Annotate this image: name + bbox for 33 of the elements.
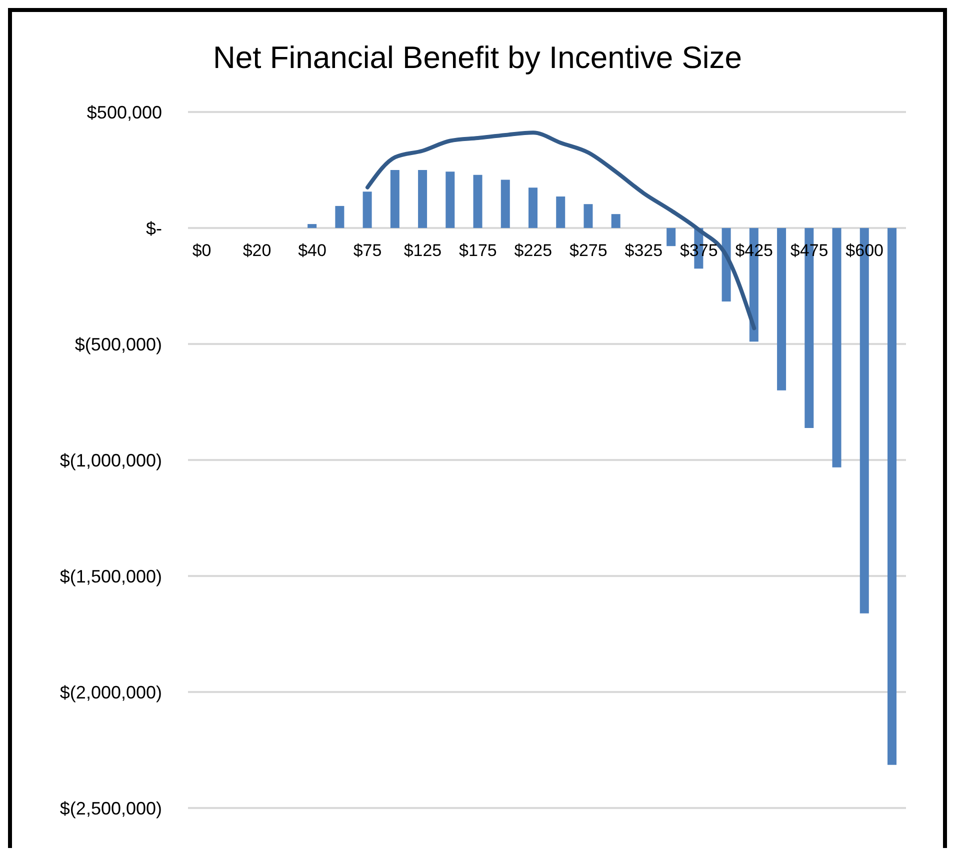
bar xyxy=(528,188,538,228)
bar xyxy=(308,224,317,228)
bar xyxy=(666,228,676,246)
y-tick-label: $500,000 xyxy=(86,102,162,122)
bar xyxy=(500,180,510,228)
x-tick-label: $75 xyxy=(353,241,382,260)
x-tick-label: $40 xyxy=(298,241,326,260)
bar xyxy=(611,214,620,228)
bar xyxy=(584,204,593,228)
x-tick-label: $325 xyxy=(624,241,663,260)
bar xyxy=(777,228,786,390)
bar xyxy=(390,170,400,228)
y-tick-label: $- xyxy=(146,218,162,238)
y-tick-label: $(1,500,000) xyxy=(60,566,162,586)
bar xyxy=(556,196,566,228)
x-tick-label: $20 xyxy=(242,241,272,260)
y-tick-label: $(500,000) xyxy=(74,334,162,354)
bar xyxy=(418,170,428,228)
bar xyxy=(446,172,455,228)
y-tick-label: $(2,500,000) xyxy=(60,798,162,818)
y-tick-label: $(1,000,000) xyxy=(60,450,162,470)
bar xyxy=(362,192,372,228)
bar xyxy=(832,228,842,468)
x-tick-label: $125 xyxy=(404,241,442,260)
chart-title: Net Financial Benefit by Incentive Size xyxy=(212,40,743,76)
y-tick-label: $(2,000,000) xyxy=(60,682,162,702)
x-tick-label: $225 xyxy=(514,241,552,260)
bar xyxy=(473,174,482,228)
bar xyxy=(335,206,344,228)
bar xyxy=(888,228,896,765)
x-tick-label: $175 xyxy=(459,241,497,260)
x-tick-label: $275 xyxy=(570,241,608,260)
x-tick-label: $0 xyxy=(192,241,212,260)
